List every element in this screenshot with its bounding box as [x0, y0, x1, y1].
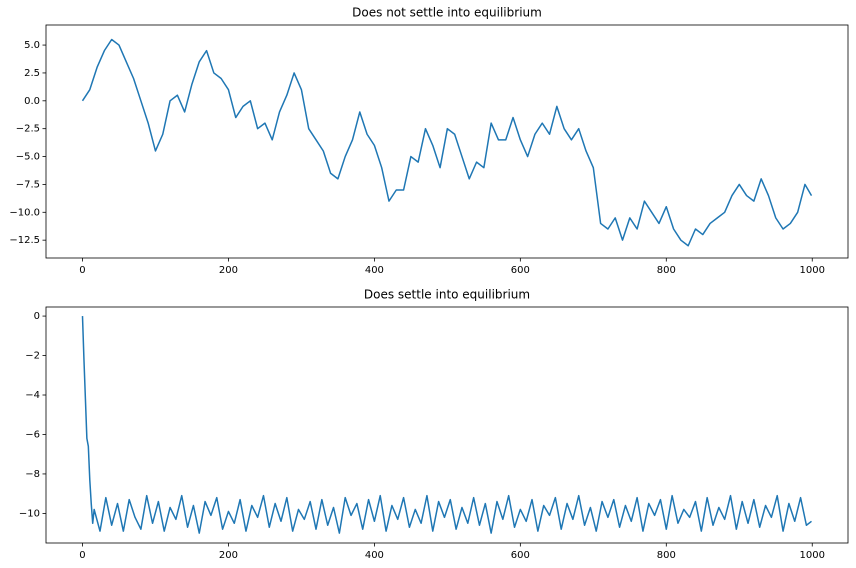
x-tick-label: 0: [79, 265, 85, 276]
y-tick-label: 0: [34, 311, 40, 322]
x-tick-label: 0: [79, 550, 85, 561]
data-line: [81, 316, 812, 534]
chart-title: Does settle into equilibrium: [364, 288, 530, 302]
y-tick-label: 2.5: [24, 68, 40, 79]
x-tick-label: 800: [657, 550, 676, 561]
y-tick-label: −5.0: [16, 152, 40, 163]
y-tick-label: −12.5: [9, 235, 40, 246]
x-tick-label: 1000: [800, 550, 825, 561]
axes-frame: [45, 306, 849, 544]
y-tick-label: −8: [25, 469, 40, 480]
x-tick-label: 600: [511, 550, 530, 561]
x-tick-label: 400: [365, 265, 384, 276]
chart-title: Does not settle into equilibrium: [352, 6, 542, 20]
y-tick-label: 0.0: [24, 96, 40, 107]
axes-frame: [45, 24, 849, 259]
y-tick-label: −6: [25, 429, 40, 440]
x-tick-label: 800: [657, 265, 676, 276]
y-tick-label: −10: [19, 508, 40, 519]
y-tick-label: −4: [25, 390, 40, 401]
x-tick-label: 200: [219, 550, 238, 561]
y-tick-label: −2.5: [16, 124, 40, 135]
y-tick-label: −2: [25, 351, 40, 362]
y-tick-label: 5.0: [24, 40, 40, 51]
x-tick-label: 600: [511, 265, 530, 276]
x-tick-label: 1000: [800, 265, 825, 276]
x-tick-label: 400: [365, 550, 384, 561]
y-tick-label: −7.5: [16, 179, 40, 190]
x-tick-label: 200: [219, 265, 238, 276]
data-line: [81, 38, 813, 247]
y-tick-label: −10.0: [9, 207, 40, 218]
